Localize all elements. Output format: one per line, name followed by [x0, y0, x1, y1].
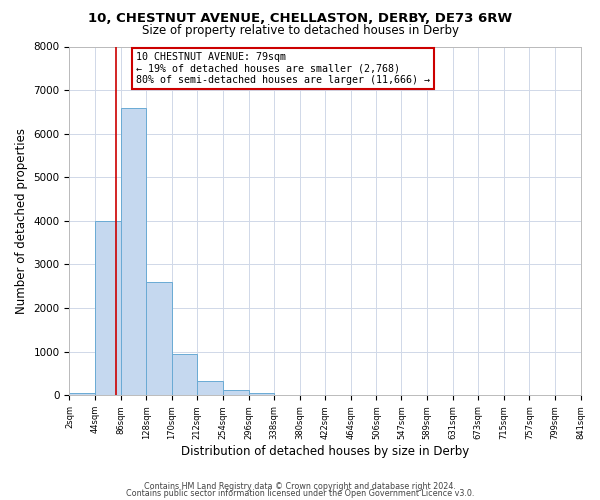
Bar [70, 393, 95, 395]
Bar [197, 381, 223, 395]
Bar [121, 108, 146, 395]
Text: Contains public sector information licensed under the Open Government Licence v3: Contains public sector information licen… [126, 489, 474, 498]
Text: 10 CHESTNUT AVENUE: 79sqm
← 19% of detached houses are smaller (2,768)
80% of se: 10 CHESTNUT AVENUE: 79sqm ← 19% of detac… [136, 52, 430, 85]
X-axis label: Distribution of detached houses by size in Derby: Distribution of detached houses by size … [181, 444, 469, 458]
Text: Contains HM Land Registry data © Crown copyright and database right 2024.: Contains HM Land Registry data © Crown c… [144, 482, 456, 491]
Y-axis label: Number of detached properties: Number of detached properties [15, 128, 28, 314]
Bar [248, 393, 274, 395]
Bar [95, 221, 121, 395]
Text: 10, CHESTNUT AVENUE, CHELLASTON, DERBY, DE73 6RW: 10, CHESTNUT AVENUE, CHELLASTON, DERBY, … [88, 12, 512, 26]
Bar [146, 282, 172, 395]
Text: Size of property relative to detached houses in Derby: Size of property relative to detached ho… [142, 24, 458, 37]
Bar [172, 354, 197, 395]
Bar [223, 390, 248, 395]
